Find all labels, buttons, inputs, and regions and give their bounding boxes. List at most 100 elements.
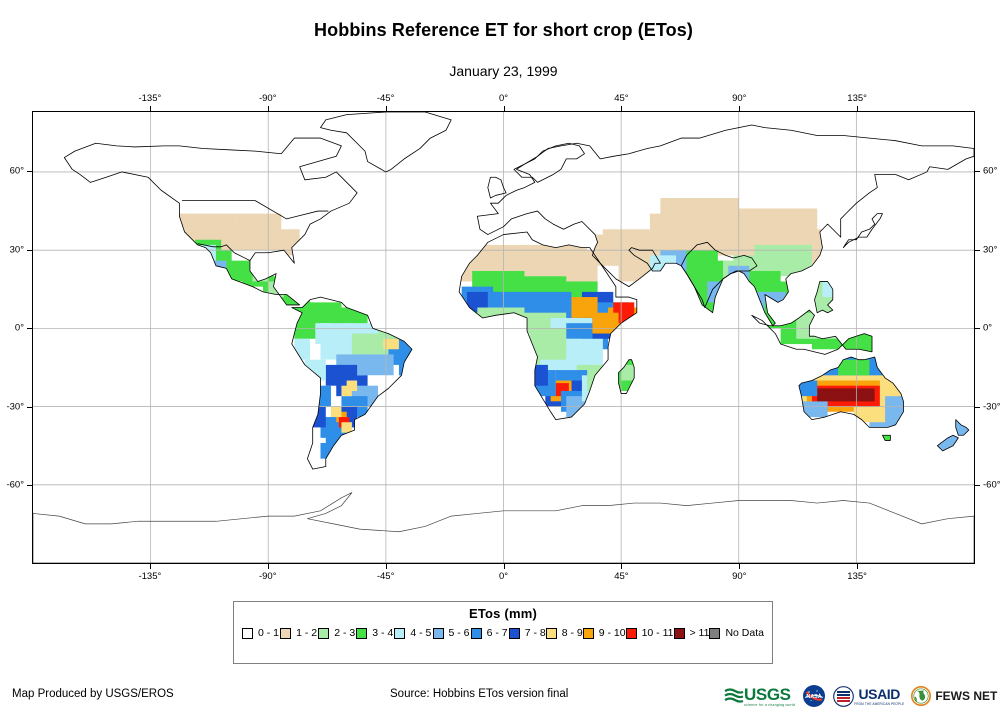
coastline-samerica [291,296,413,470]
coastline-namerica [63,137,358,306]
legend-item: 2 - 3 [318,625,356,642]
latitude-label-left: 60° [9,165,24,177]
map-frame[interactable] [32,111,975,564]
legend-swatch [673,628,685,639]
axis-tick [149,106,151,111]
latitude-label-right: -60° [983,479,1001,491]
axis-tick [739,564,741,569]
coastline-india_border [680,241,758,308]
legend-swatch [394,628,406,639]
legend-item: 9 - 10 [582,625,626,642]
legend-item: 1 - 2 [280,625,318,642]
latitude-label-left: -60° [6,479,24,491]
coastline-layer [33,112,974,563]
coastline-britain [487,176,507,199]
nasa-logo: NASA [802,684,826,708]
axis-tick [621,106,623,111]
legend-swatch [432,628,444,639]
axis-tick [975,406,980,408]
legend-item: 0 - 1 [242,625,280,642]
usaid-tagline: FROM THE AMERICAN PEOPLE [854,702,905,706]
coastline-usa_can_border [181,200,329,220]
svg-text:NASA: NASA [807,694,822,700]
usaid-logo-text: USAID [858,686,901,702]
axis-tick [975,171,980,173]
axis-tick [857,564,859,569]
longitude-label-bottom: -45° [376,571,395,582]
legend-label: 6 - 7 [486,627,508,640]
legend-swatch [318,628,330,639]
longitude-label-bottom: -90° [258,571,277,582]
axis-tick [27,249,32,251]
axis-tick [975,249,980,251]
axis-tick [739,106,741,111]
legend-swatch [625,628,637,639]
coastline-africa [458,231,638,421]
map-legend: ETos (mm) 0 - 1 1 - 2 2 - 3 3 - 4 4 - 5 5 - 6… [233,601,773,664]
axis-tick [503,564,505,569]
usgs-logo-text: USGS [744,685,791,704]
coastline-usa_mex_border [197,243,251,261]
legend-label: 8 - 9 [561,627,583,640]
coastline-australia [798,356,904,428]
legend-swatch [508,628,520,639]
legend-items: 0 - 1 1 - 2 2 - 3 3 - 4 4 - 5 5 - 6 6 - 7 7 - 8… [234,625,772,642]
legend-label: 5 - 6 [448,627,470,640]
legend-item: 7 - 8 [508,625,546,642]
latitude-label-right: 30° [983,244,998,256]
longitude-label-top: -135° [138,93,162,104]
axis-tick [621,564,623,569]
legend-label: > 11 [689,627,710,640]
legend-label: 4 - 5 [410,627,432,640]
legend-label: 3 - 4 [372,627,394,640]
legend-label: 7 - 8 [524,627,546,640]
longitude-label-top: -90° [258,93,277,104]
footer-source: Source: Hobbins ETos version final [390,688,569,700]
coastline-indonesia [751,309,873,355]
axis-tick [149,564,151,569]
legend-item: 4 - 5 [394,625,432,642]
usgs-wave-icon [724,687,744,703]
legend-label: 0 - 1 [258,627,280,640]
latitude-label-left: 0° [14,322,24,334]
coastline-philippines [814,281,834,314]
legend-title: ETos (mm) [468,606,537,621]
longitude-label-top: 0° [498,93,509,104]
legend-label: 1 - 2 [296,627,318,640]
legend-swatch [470,628,482,639]
coastline-japan [842,213,883,248]
legend-item: > 11 [673,625,710,642]
fews-net-text: FEWS NET [935,689,998,703]
axis-tick [975,485,980,487]
world-map-svg[interactable] [33,112,974,563]
longitude-label-bottom: -135° [138,571,162,582]
coastline-antarctica [33,492,974,563]
longitude-label-top: 135° [847,93,867,104]
coastline-madagascar [618,359,635,394]
axis-tick [857,106,859,111]
axis-tick [267,564,269,569]
longitude-label-bottom: 90° [732,571,747,582]
legend-label: 9 - 10 [598,627,626,640]
coastline-tasmania [882,434,891,441]
usgs-logo: USGS science for a changing world [724,685,795,707]
legend-item: 8 - 9 [545,625,583,642]
longitude-label-top: 45° [614,93,629,104]
latitude-label-right: 60° [983,165,998,177]
usgs-tagline: science for a changing world [744,703,796,707]
latitude-label-left: -30° [6,401,24,413]
axis-tick [975,328,980,330]
nasa-meatball-icon: NASA [803,685,826,707]
axis-tick [27,328,32,330]
legend-label: 2 - 3 [334,627,356,640]
fews-net-logo: FEWS NET [911,686,997,706]
longitude-label-bottom: 0° [498,571,509,582]
agency-logo-bar: USGS science for a changing world NASA U… [724,683,997,709]
coastline-scandinavia [513,142,585,183]
latitude-label-left: 30° [9,244,24,256]
map-panel[interactable]: -135° -135° -90° -90° -45° -45° 0° 0° 45° 45° 90° 9… [6,93,1000,582]
map-date-subtitle: January 23, 1999 [449,63,558,79]
longitude-label-top: -45° [376,93,395,104]
coastline-greenland [320,112,452,173]
legend-swatch [582,628,594,639]
